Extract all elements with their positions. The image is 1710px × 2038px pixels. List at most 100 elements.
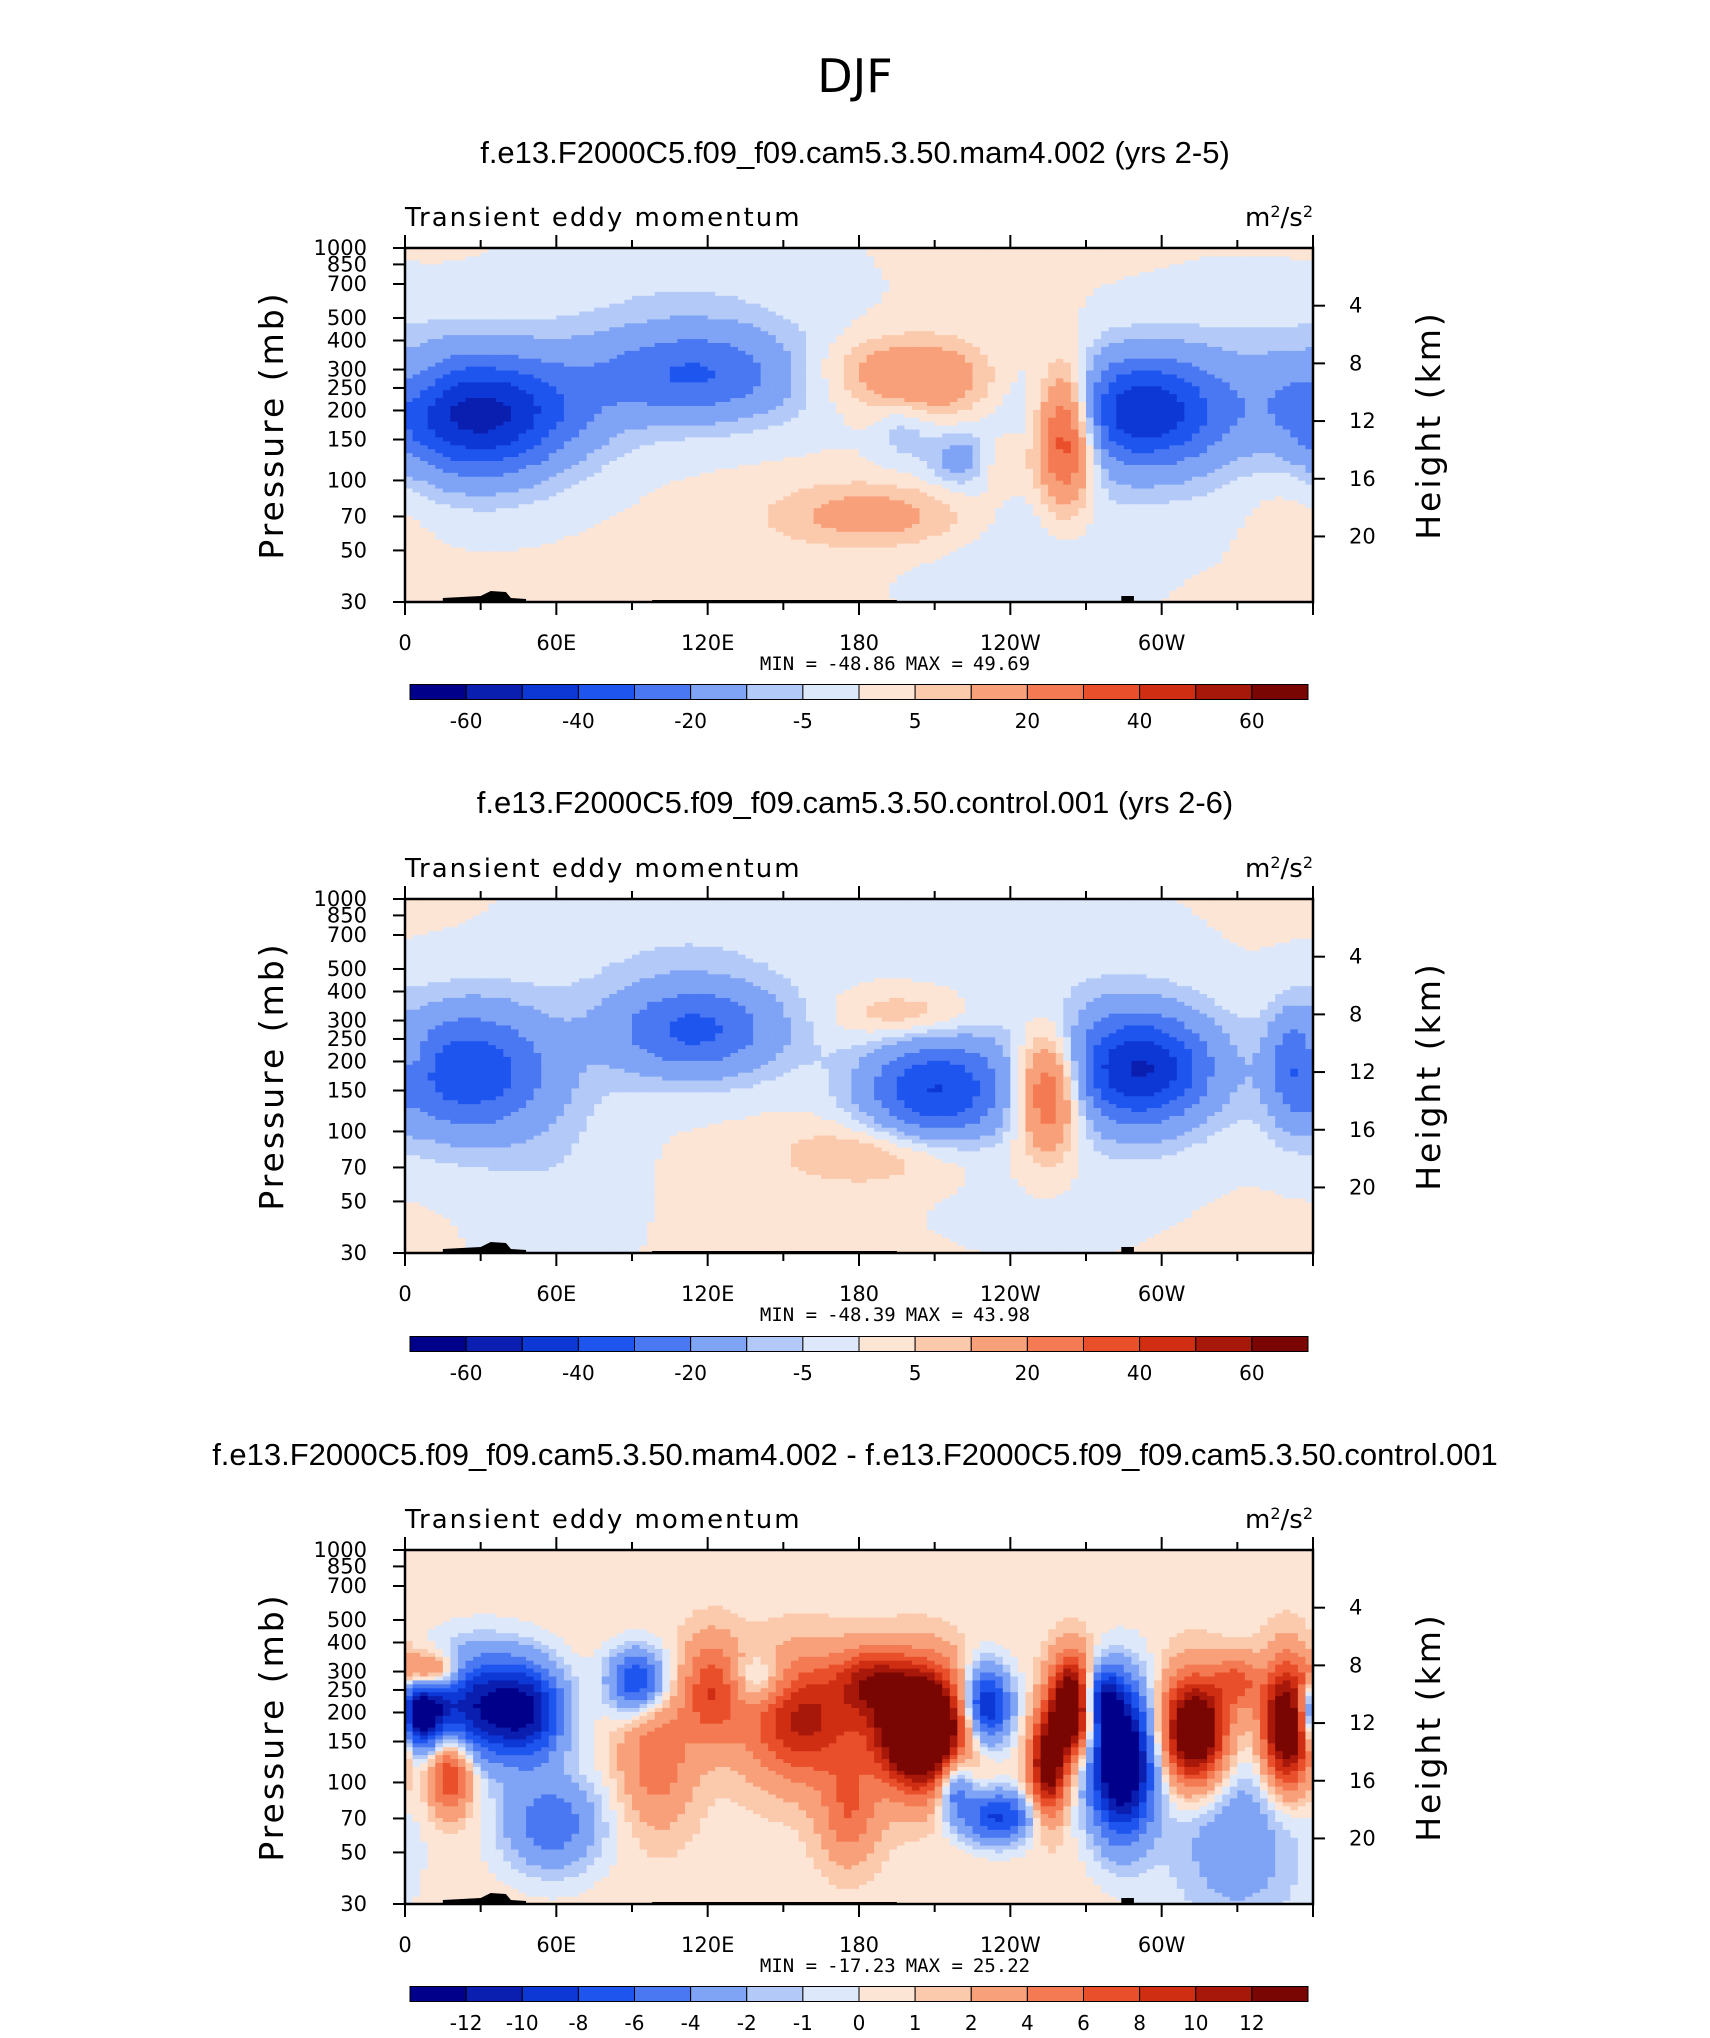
field-cell — [1298, 574, 1306, 579]
field-cell — [942, 594, 950, 599]
field-cell — [859, 567, 867, 572]
field-cell — [420, 567, 428, 572]
field-cell — [1010, 590, 1018, 595]
field-cell — [1033, 586, 1041, 591]
field-cell — [1071, 578, 1079, 583]
field-cell — [897, 567, 905, 572]
field-cell — [1063, 586, 1071, 591]
field-cell — [738, 578, 746, 583]
field-cell — [1003, 574, 1011, 579]
field-cell — [1200, 582, 1208, 587]
field-cell — [662, 594, 670, 599]
units-base2: s — [1289, 203, 1303, 233]
field-cell — [632, 571, 640, 576]
field-cell — [526, 567, 534, 572]
field-cell — [829, 586, 837, 591]
field-cell — [708, 574, 716, 579]
field-cell — [806, 582, 814, 587]
field-cell — [1230, 578, 1238, 583]
field-cell — [420, 582, 428, 587]
field-cell — [534, 567, 542, 572]
field-cell — [420, 586, 428, 591]
field-cell — [791, 590, 799, 595]
field-cell — [1162, 582, 1170, 587]
field-cell — [897, 590, 905, 595]
field-cell — [867, 594, 875, 599]
field-cell — [836, 590, 844, 595]
field-cell — [1215, 567, 1223, 572]
field-cell — [753, 582, 761, 587]
field-cell — [973, 578, 981, 583]
field-cell — [1041, 590, 1049, 595]
figure: DJF f.e13.F2000C5.f09_f09.cam5.3.50.mam4… — [0, 0, 1710, 2038]
field-cell — [988, 578, 996, 583]
field-cell — [602, 586, 610, 591]
field-cell — [587, 590, 595, 595]
field-cell — [1245, 574, 1253, 579]
field-cell — [927, 586, 935, 591]
field-cell — [1222, 574, 1230, 579]
field-cell — [549, 590, 557, 595]
field-cell — [1139, 590, 1147, 595]
field-cell — [481, 574, 489, 579]
field-cell — [1048, 590, 1056, 595]
field-cell — [768, 574, 776, 579]
field-cell — [1139, 571, 1147, 576]
field-cell — [1169, 586, 1177, 591]
field-cell — [1290, 594, 1298, 599]
field-cell — [1086, 578, 1094, 583]
field-cell — [609, 594, 617, 599]
field-cell — [715, 582, 723, 587]
field-cell — [1010, 574, 1018, 579]
field-cell — [413, 578, 421, 583]
field-cell — [609, 578, 617, 583]
field-cell — [443, 586, 451, 591]
field-cell — [995, 586, 1003, 591]
field-cell — [617, 590, 625, 595]
field-cell — [1207, 574, 1215, 579]
field-cell — [458, 578, 466, 583]
field-cell — [738, 594, 746, 599]
field-cell — [1086, 586, 1094, 591]
field-cell — [882, 574, 890, 579]
field-cell — [700, 586, 708, 591]
field-cell — [935, 582, 943, 587]
field-cell — [851, 574, 859, 579]
field-cell — [670, 594, 678, 599]
field-cell — [723, 582, 731, 587]
field-cell — [632, 594, 640, 599]
field-cell — [1298, 582, 1306, 587]
field-cell — [685, 574, 693, 579]
field-cell — [1192, 571, 1200, 576]
field-cell — [851, 578, 859, 583]
field-cell — [1290, 578, 1298, 583]
field-cell — [534, 574, 542, 579]
field-cell — [761, 567, 769, 572]
field-cell — [912, 567, 920, 572]
field-cell — [1041, 582, 1049, 587]
field-cell — [1116, 567, 1124, 572]
field-cell — [587, 586, 595, 591]
field-cell — [783, 567, 791, 572]
field-cell — [541, 571, 549, 576]
field-cell — [1124, 578, 1132, 583]
field-cell — [920, 567, 928, 572]
field-cell — [1268, 571, 1276, 576]
field-cell — [988, 582, 996, 587]
field-cell — [1056, 578, 1064, 583]
field-cell — [927, 594, 935, 599]
field-cell — [1222, 594, 1230, 599]
field-cell — [1162, 571, 1170, 576]
field-cell — [541, 590, 549, 595]
field-cell — [609, 582, 617, 587]
field-cell — [556, 594, 564, 599]
field-cell — [1071, 590, 1079, 595]
field-cell — [1078, 574, 1086, 579]
field-cell — [1109, 578, 1117, 583]
field-cell — [1184, 582, 1192, 587]
field-cell — [1063, 582, 1071, 587]
field-cell — [768, 582, 776, 587]
field-cell — [609, 590, 617, 595]
field-cell — [700, 590, 708, 595]
field-cell — [1260, 586, 1268, 591]
